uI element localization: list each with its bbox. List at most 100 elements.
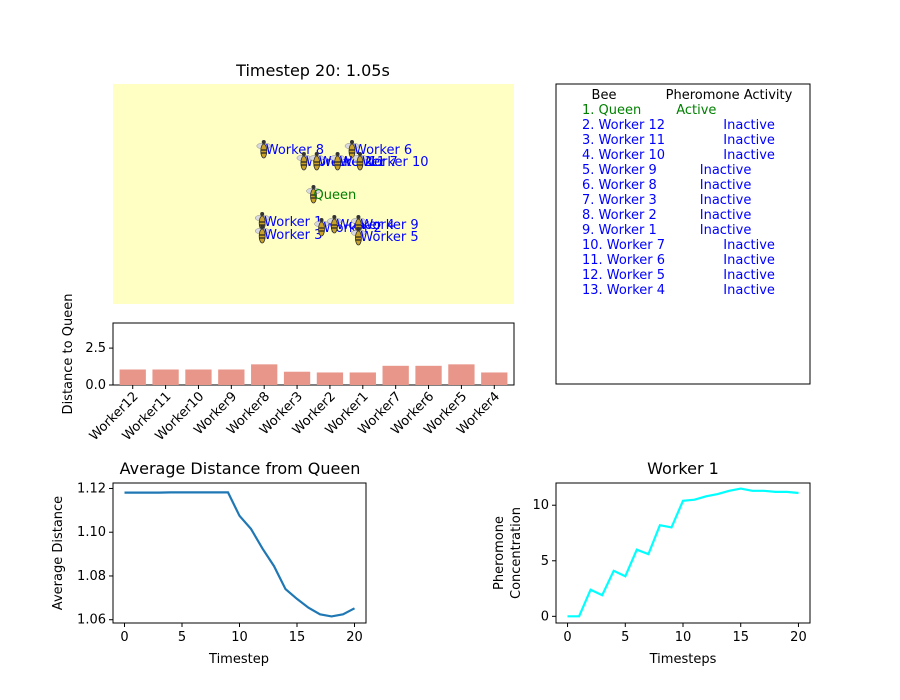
- average-x-tick-label: 0: [120, 630, 128, 645]
- worker1-x-tick-label: 0: [563, 630, 571, 645]
- table-row-bee: 3. Worker 11: [582, 133, 665, 148]
- average-distance-chart: Average Distance from Queen 1.06 1.08 1.10…: [51, 459, 367, 667]
- table-row-status: Inactive: [700, 178, 752, 193]
- distance-y-tick-label: 0.0: [85, 378, 106, 393]
- table-row-bee: 2. Worker 12: [582, 118, 665, 133]
- worker-bee-icon: [314, 218, 329, 237]
- table-header-activity: Pheromone Activity: [666, 88, 793, 103]
- distance-bar: [349, 372, 376, 385]
- table-row-status: Inactive: [723, 118, 775, 133]
- worker1-plot-frame: [555, 482, 811, 624]
- worker1-pheromone-chart: Worker 1 0 5 10 0 5 10 15 20 Timesteps Pheromo…: [492, 459, 811, 667]
- average-x-tick-label: 5: [178, 630, 186, 645]
- average-distance-line: [124, 491, 356, 618]
- worker-label: Worker 6: [354, 143, 412, 158]
- average-x-ticks: 0 5 10 15 20: [120, 623, 363, 645]
- average-y-tick-label: 1.10: [77, 525, 106, 540]
- worker-bee-icon: [344, 140, 360, 159]
- distance-bar: [119, 369, 146, 385]
- pheromone-table: Bee Pheromone Activity 1. Queen Active 2. …: [555, 83, 811, 385]
- distance-bar: [251, 364, 278, 385]
- table-row-bee: 1. Queen: [582, 103, 641, 118]
- table-row-bee: 4. Worker 10: [582, 148, 665, 163]
- average-x-label: Timestep: [208, 652, 269, 667]
- queen-label: Queen: [314, 188, 357, 203]
- worker1-x-ticks: 0 5 10 15 20: [563, 623, 807, 645]
- worker1-x-label: Timesteps: [649, 652, 717, 667]
- table-row-bee: 6. Worker 8: [582, 178, 657, 193]
- table-header-bee: Bee: [592, 88, 617, 103]
- table-row-status: Inactive: [723, 148, 775, 163]
- worker1-title: Worker 1: [647, 459, 719, 478]
- worker-label: Worker 2: [324, 221, 382, 236]
- worker1-y-label-line2: Concentration: [509, 507, 524, 599]
- worker-bee-icon: [327, 215, 342, 234]
- distance-y-ticks: 0.0 2.5: [85, 341, 113, 393]
- distance-bar: [185, 369, 212, 385]
- table-row-bee: 7. Worker 3: [582, 193, 657, 208]
- distance-bar: [415, 365, 442, 385]
- table-row-bee: 12. Worker 5: [582, 268, 665, 283]
- table-rows: 1. Queen Active 2. Worker 12 Inactive 3. Wor…: [582, 103, 775, 298]
- worker-label: Worker 8: [266, 143, 324, 158]
- worker1-x-tick-label: 5: [621, 630, 629, 645]
- average-distance-title: Average Distance from Queen: [120, 459, 361, 478]
- table-row-bee: 9. Worker 1: [582, 223, 657, 238]
- table-row-status: Inactive: [723, 268, 775, 283]
- average-plot-frame: [112, 482, 367, 624]
- average-x-tick-label: 20: [346, 630, 363, 645]
- distance-bar: [152, 369, 179, 385]
- worker-bee-icon: [351, 227, 366, 246]
- distance-plot-frame: [112, 322, 515, 386]
- worker-label: Worker 4: [336, 218, 394, 233]
- worker-bee-icon: [296, 152, 312, 171]
- average-x-tick-label: 15: [289, 630, 306, 645]
- table-row-bee: 8. Worker 2: [582, 208, 657, 223]
- worker1-y-label-line1: Pheromone: [492, 516, 507, 590]
- worker-label: Worker 3: [264, 228, 322, 243]
- worker1-y-tick-label: 5: [541, 554, 549, 569]
- average-y-tick-label: 1.08: [77, 569, 106, 584]
- worker1-y-tick-label: 10: [532, 498, 549, 513]
- worker1-y-ticks: 0 5 10: [532, 498, 556, 624]
- table-row-status: Inactive: [700, 208, 752, 223]
- table-row-bee: 5. Worker 9: [582, 163, 657, 178]
- distance-bar: [382, 365, 409, 385]
- table-frame: [555, 83, 811, 385]
- table-row-status: Inactive: [700, 223, 752, 238]
- average-y-label: Average Distance: [51, 496, 66, 610]
- average-y-tick-label: 1.06: [77, 613, 106, 628]
- distance-bar: [481, 372, 508, 385]
- average-y-ticks: 1.06 1.08 1.10 1.12: [77, 481, 113, 628]
- worker-bee-icon: [254, 225, 270, 244]
- table-row-status: Inactive: [723, 283, 775, 298]
- distance-x-ticks: Worker12Worker11Worker10Worker9Worker8Wo…: [87, 385, 503, 444]
- distance-bar: [448, 364, 475, 385]
- distance-bars: [119, 364, 508, 385]
- table-row-status: Inactive: [723, 238, 775, 253]
- table-row-bee: 10. Worker 7: [582, 238, 665, 253]
- worker-label: Worker 9: [360, 218, 418, 233]
- distance-bar-chart: 0.0 2.5 Worker12Worker11Worker10Worker9Wo…: [61, 294, 515, 444]
- worker1-x-tick-label: 10: [675, 630, 692, 645]
- table-row-status: Inactive: [723, 253, 775, 268]
- distance-bar: [316, 372, 344, 385]
- table-row-bee: 11. Worker 6: [582, 253, 665, 268]
- average-x-tick-label: 10: [231, 630, 248, 645]
- queen-bee-icon: [306, 185, 321, 204]
- worker1-x-tick-label: 15: [732, 630, 749, 645]
- worker-label: Worker 10: [362, 155, 428, 170]
- simulation-title: Timestep 20: 1.05s: [235, 61, 390, 80]
- worker-bee-icon: [352, 152, 368, 171]
- simulation-panel: Timestep 20: 1.05s Queen Worker 8 Worker 6…: [113, 61, 514, 304]
- worker-bee-icon: [309, 152, 324, 171]
- worker1-y-tick-label: 0: [541, 609, 549, 624]
- worker1-x-tick-label: 20: [790, 630, 807, 645]
- table-row-status: Active: [676, 103, 716, 118]
- table-row-status: Inactive: [700, 193, 752, 208]
- worker-label: Worker 5: [360, 230, 418, 245]
- table-row-status: Inactive: [723, 133, 775, 148]
- worker-bee-icon: [330, 152, 345, 171]
